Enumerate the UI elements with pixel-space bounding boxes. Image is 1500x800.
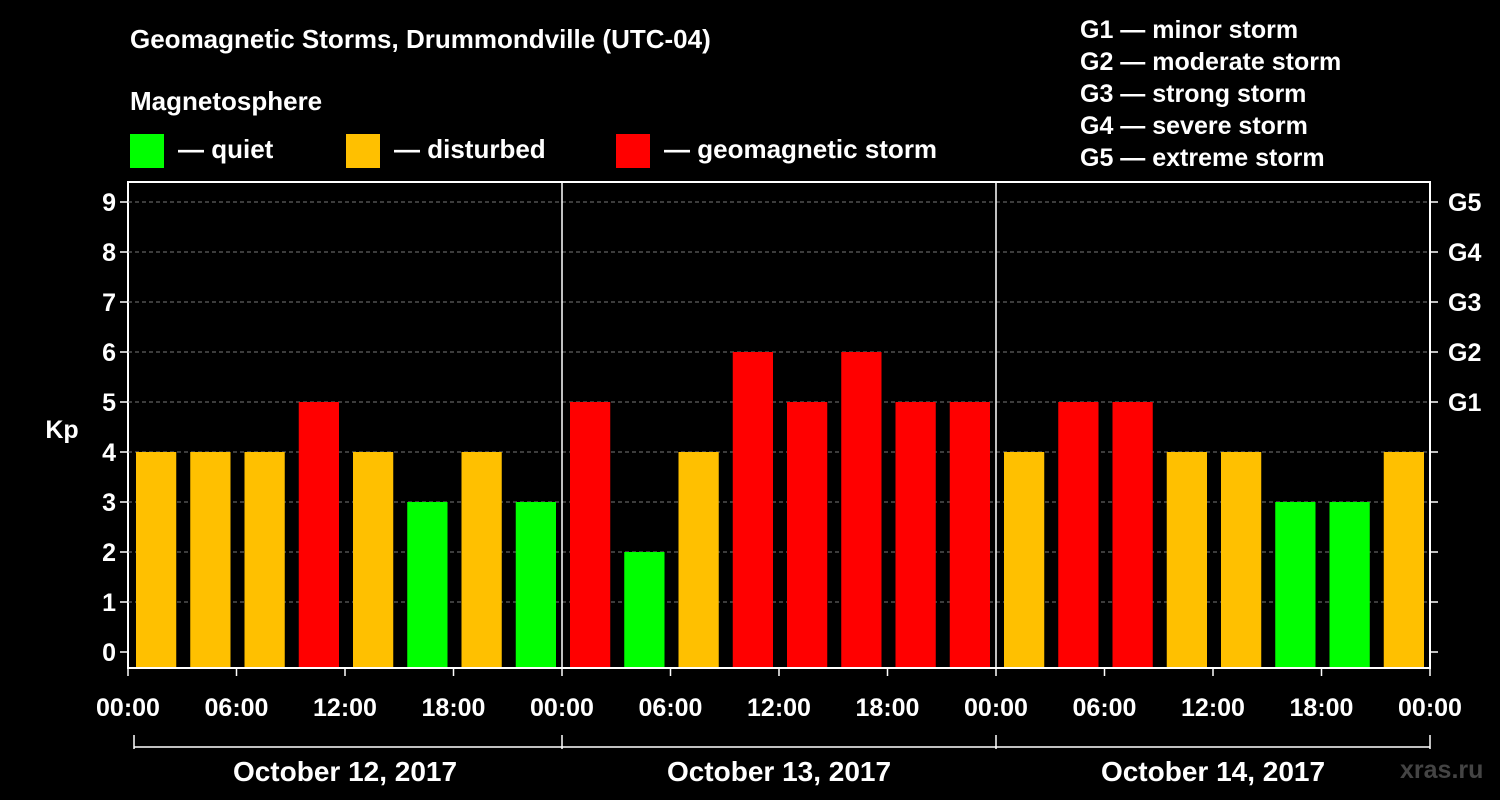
storm-scale-g3: G3 — strong storm [1080,80,1307,108]
x-tick-label: 18:00 [422,694,486,722]
x-tick-label: 00:00 [96,694,160,722]
kp-bar [895,402,936,667]
y-tick-label: 1 [102,589,116,617]
kp-bar [353,452,394,667]
day-label: October 13, 2017 [667,756,891,787]
kp-bar [298,402,339,667]
day-label: October 12, 2017 [233,756,457,787]
storm-scale-g5: G5 — extreme storm [1080,144,1325,172]
kp-bar [570,402,611,667]
kp-bar [515,502,556,667]
kp-bar [787,402,828,667]
x-tick-label: 06:00 [205,694,269,722]
kp-bar [407,502,448,667]
legend-label-disturbed: — disturbed [394,134,546,164]
x-tick-label: 06:00 [1073,694,1137,722]
y-tick-label: 6 [102,339,116,367]
g-scale-label: G3 [1448,289,1481,317]
kp-bar [1004,452,1045,667]
y-tick-label: 5 [102,389,116,417]
y-tick-label: 9 [102,189,116,217]
y-axis-label: Kp [45,416,78,444]
kp-bar [190,452,231,667]
legend-label-storm: — geomagnetic storm [664,134,938,164]
x-tick-label: 06:00 [639,694,703,722]
x-tick-label: 12:00 [1181,694,1245,722]
x-tick-label: 18:00 [1290,694,1354,722]
x-tick-label: 00:00 [530,694,594,722]
x-tick-label: 12:00 [747,694,811,722]
legend-label-quiet: — quiet [178,134,274,164]
kp-bar [1221,452,1262,667]
kp-bar [136,452,177,667]
x-tick-label: 00:00 [964,694,1028,722]
storm-scale-list: G1 — minor storm G2 — moderate storm G3 … [1080,14,1341,174]
x-tick-label: 18:00 [856,694,920,722]
legend-swatch-storm [616,134,650,168]
storm-scale-g4: G4 — severe storm [1080,112,1308,140]
kp-bar [1058,402,1099,667]
chart-title: Geomagnetic Storms, Drummondville (UTC-0… [130,24,711,54]
x-tick-label: 12:00 [313,694,377,722]
x-tick-label: 00:00 [1398,694,1462,722]
day-label: October 14, 2017 [1101,756,1325,787]
y-tick-label: 2 [102,539,116,567]
legend-swatch-disturbed [346,134,380,168]
kp-bar [1383,452,1424,667]
watermark: xras.ru [1400,756,1484,784]
y-tick-label: 3 [102,489,116,517]
y-tick-label: 8 [102,239,116,267]
y-tick-label: 4 [102,439,116,467]
kp-bar [732,352,773,667]
legend-swatch-quiet [130,134,164,168]
kp-bar [1166,452,1207,667]
kp-bar [678,452,719,667]
storm-scale-g2: G2 — moderate storm [1080,48,1342,76]
kp-bar [1275,502,1316,667]
kp-bar [841,352,882,667]
chart-subtitle: Magnetosphere [130,86,323,116]
g-scale-label: G4 [1448,239,1481,267]
kp-bar [244,452,285,667]
y-tick-label: 0 [102,639,116,667]
kp-bar [949,402,990,667]
g-scale-label: G5 [1448,189,1481,217]
storm-scale-g1: G1 — minor storm [1080,16,1299,44]
kp-bar [1112,402,1153,667]
g-scale-label: G2 [1448,339,1481,367]
kp-bar [624,552,665,667]
y-tick-label: 7 [102,289,116,317]
kp-bar [461,452,502,667]
kp-bar [1329,502,1370,667]
g-scale-label: G1 [1448,389,1481,417]
